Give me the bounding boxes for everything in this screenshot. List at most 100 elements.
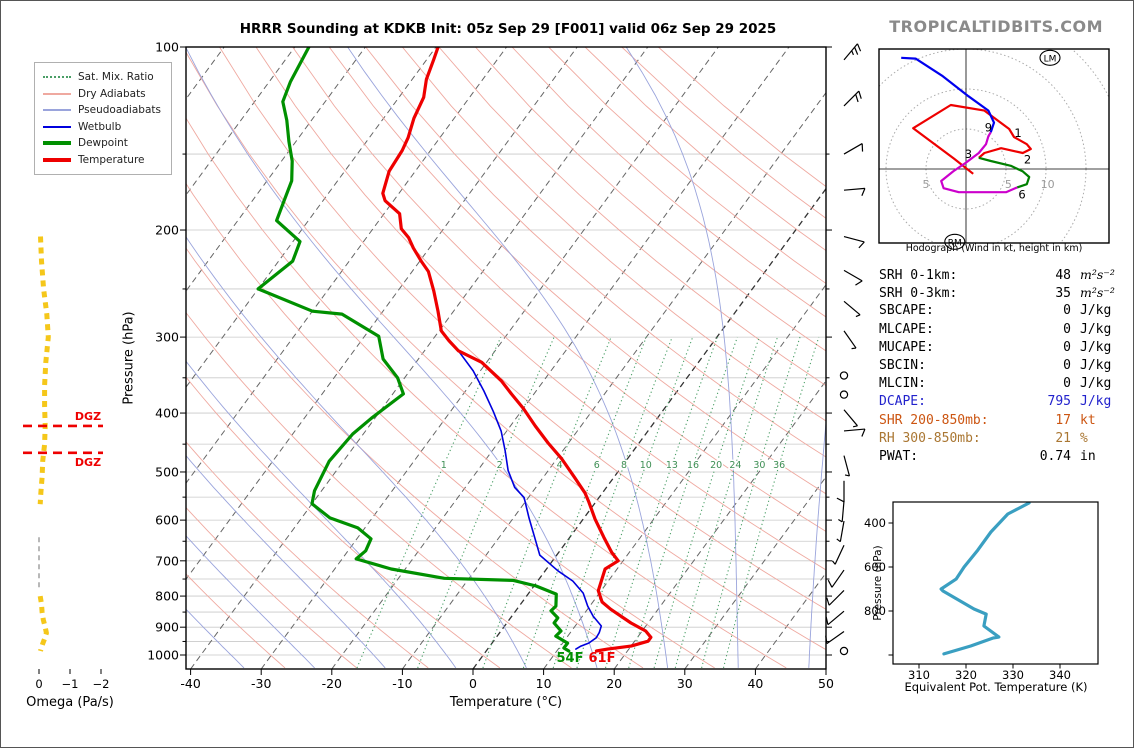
legend-item-pseudoadiabats: Pseudoadiabats (43, 102, 161, 119)
wind-barb-icon (827, 569, 845, 588)
sat-mix-ratio-line-swatch (43, 76, 71, 79)
hodograph-plot: 5 5 10 12 3 6 9 (879, 49, 1109, 243)
thetae-x-axis-label: Equivalent Pot. Temperature (K) (904, 680, 1088, 694)
skewt-legend: Sat. Mix. Ratio Dry Adiabats Pseudoadiab… (34, 62, 172, 175)
svg-text:20: 20 (606, 676, 622, 691)
thetae-trace (939, 502, 1031, 656)
temperature-line-swatch (43, 157, 71, 162)
pseudoadiabats-line-swatch (43, 109, 71, 112)
hodograph-trace-6-9km (940, 131, 1018, 194)
wind-barb-icon (843, 300, 861, 318)
svg-text:30: 30 (677, 676, 693, 691)
omega-axis-label: Omega (Pa/s) (26, 695, 114, 710)
svg-text:40: 40 (747, 676, 763, 691)
svg-text:6: 6 (1018, 188, 1025, 202)
wind-barb-icon (826, 589, 845, 606)
svg-text:50: 50 (818, 676, 834, 691)
stat-row-pwat: PWAT: 0.74 in (879, 448, 1096, 464)
svg-text:300: 300 (155, 330, 179, 345)
svg-text:0: 0 (469, 676, 477, 691)
svg-text:100: 100 (155, 40, 179, 55)
dgz-label-bottom: DGZ (74, 456, 102, 469)
temperature-trace (381, 47, 653, 653)
omega-panel: 0 −1 −2 (23, 236, 110, 691)
hodograph-caption: Hodograph (Wind in kt, height in km) (905, 243, 1083, 254)
stat-row-srh-0-1km: SRH 0-1km: 48 m²s⁻² (879, 267, 1115, 283)
svg-text:330: 330 (1002, 668, 1024, 682)
svg-text:16: 16 (687, 460, 699, 471)
svg-text:340: 340 (1049, 668, 1071, 682)
svg-text:30: 30 (753, 460, 765, 471)
calm-wind-icon (839, 371, 849, 380)
calm-wind-icon (839, 646, 849, 656)
calm-wind-icon (839, 390, 849, 399)
svg-text:-40: -40 (180, 676, 200, 691)
svg-text:1000: 1000 (147, 648, 179, 663)
stat-row-mlcin: MLCIN: 0 J/kg (879, 376, 1112, 392)
svg-text:800: 800 (864, 604, 886, 618)
svg-text:2: 2 (1024, 152, 1031, 166)
wind-barb-icon (843, 428, 866, 437)
page-title: HRRR Sounding at KDKB Init: 05z Sep 29 [… (239, 21, 777, 37)
wind-barb-icon (836, 480, 845, 503)
svg-text:10: 10 (536, 676, 552, 691)
stat-row-shr: SHR 200-850mb: 17 kt (879, 412, 1096, 428)
svg-text:−1: −1 (62, 677, 79, 691)
hodograph-trace-0-3km (912, 103, 1032, 175)
wind-barb-icon (843, 330, 857, 350)
wetbulb-trace (440, 330, 603, 650)
svg-text:5: 5 (1005, 178, 1012, 191)
svg-text:8: 8 (621, 460, 627, 471)
skewt-background: 1 2 4 6 8 10 13 16 20 24 30 36 (186, 47, 826, 669)
stat-row-srh-0-3km: SRH 0-3km: 35 m²s⁻² (879, 285, 1115, 302)
svg-text:600: 600 (864, 560, 886, 574)
wind-barb-icon (843, 235, 865, 249)
surface-temp-label: 61F (588, 651, 616, 666)
svg-text:20: 20 (710, 460, 722, 471)
stat-row-mucape: MUCAPE: 0 J/kg (879, 339, 1112, 355)
svg-text:500: 500 (155, 464, 179, 479)
svg-text:3: 3 (965, 147, 972, 161)
svg-text:700: 700 (155, 553, 179, 568)
svg-text:200: 200 (155, 223, 179, 238)
wind-barb-icon (843, 90, 862, 107)
dgz-label-top: DGZ (74, 410, 102, 423)
temperature-axis-label: Temperature (°C) (449, 695, 563, 710)
svg-text:310: 310 (908, 668, 930, 682)
wind-barb-icon (843, 269, 863, 286)
hodograph-trace-3-6km (978, 156, 1031, 189)
svg-text:-20: -20 (322, 676, 342, 691)
svg-text:-30: -30 (251, 676, 271, 691)
wind-barb-icon (843, 43, 862, 61)
svg-text:−2: −2 (93, 677, 110, 691)
wind-barb-icon (843, 143, 864, 155)
wetbulb-line-swatch (43, 125, 71, 128)
wind-barb-icon (843, 187, 866, 196)
svg-text:LM: LM (1044, 54, 1057, 64)
thetae-y-axis-label: Pressure (hPa) (872, 545, 884, 621)
hodograph-frame (878, 48, 1110, 244)
svg-text:5: 5 (923, 178, 930, 191)
svg-text:-10: -10 (392, 676, 412, 691)
legend-item-wetbulb: Wetbulb (43, 119, 161, 136)
legend-item-dry-adiabats: Dry Adiabats (43, 86, 161, 103)
stat-row-sbcape: SBCAPE: 0 J/kg (879, 303, 1112, 319)
svg-text:0: 0 (35, 677, 42, 691)
wind-barb-icon (843, 455, 851, 477)
svg-text:36: 36 (773, 460, 785, 471)
dry-adiabats-line-swatch (43, 92, 71, 95)
wind-barb-icon (843, 409, 858, 428)
wind-barb-icon (831, 545, 845, 565)
svg-text:320: 320 (955, 668, 977, 682)
wind-barb-icon (838, 500, 845, 523)
svg-text:1: 1 (441, 460, 447, 471)
svg-text:13: 13 (666, 460, 678, 471)
svg-text:2: 2 (497, 460, 503, 471)
stat-row-dcape: DCAPE: 795 J/kg (879, 394, 1112, 410)
legend-item-sat-mix-ratio: Sat. Mix. Ratio (43, 69, 161, 86)
storm-motion-marker-lm: LM (1039, 49, 1061, 66)
svg-text:6: 6 (594, 460, 600, 471)
svg-text:4: 4 (557, 460, 563, 471)
surface-dewpoint-label: 54F (556, 651, 584, 666)
